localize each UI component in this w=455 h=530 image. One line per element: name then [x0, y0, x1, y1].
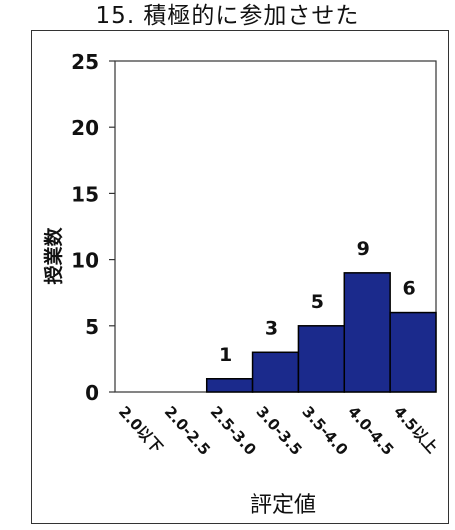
bar-5: [343, 272, 391, 393]
x-tick-label: 4.5以上: [390, 403, 441, 457]
data-label: 1: [219, 344, 232, 366]
chart-frame: [31, 30, 449, 524]
chart-title: 15. 積極的に参加させた: [95, 3, 360, 29]
x-tick-label: 2.0-2.5: [161, 403, 214, 459]
x-tick-label: 2.5-3.0: [207, 403, 260, 459]
bar-4: [297, 325, 346, 393]
x-tick-label: 3.5-4.0: [298, 403, 351, 459]
x-axis-label: 評定値: [250, 493, 316, 518]
bar-2: [205, 378, 254, 393]
bar-3: [251, 351, 300, 393]
y-tick-label: 10: [71, 249, 99, 273]
data-label: 9: [357, 238, 370, 260]
x-tick-label: 2.0以下: [115, 403, 166, 457]
bar-6: [389, 311, 437, 393]
y-tick-label: 5: [85, 315, 99, 339]
data-label: 5: [311, 291, 324, 313]
x-tick-label: 4.0-4.5: [344, 403, 397, 459]
y-tick-label: 15: [71, 182, 99, 206]
y-axis-label: 授業数: [42, 227, 65, 285]
y-tick-label: 25: [71, 50, 99, 74]
y-tick-label: 20: [71, 116, 99, 140]
data-label: 3: [265, 317, 278, 339]
x-tick-label: 3.0-3.5: [253, 403, 306, 459]
y-tick-label: 0: [85, 381, 99, 405]
data-label: 6: [402, 278, 415, 300]
